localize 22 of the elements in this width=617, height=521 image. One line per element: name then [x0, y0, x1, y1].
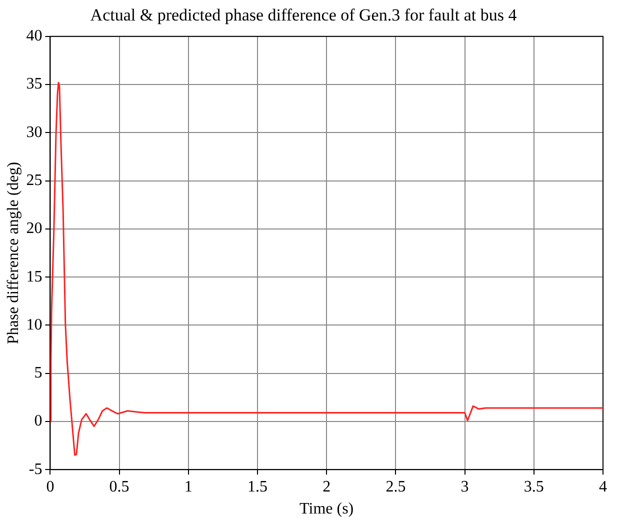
- x-tick-label: 3: [460, 478, 469, 496]
- y-tick-label: 35: [26, 76, 42, 93]
- x-tick-label: 1.5: [248, 478, 268, 496]
- x-tick-label: 2.5: [386, 478, 406, 496]
- chart-title: Actual & predicted phase difference of Gen.3 for fault at bus 4: [90, 6, 518, 25]
- x-tick-label: 3.5: [524, 478, 544, 496]
- x-tick-label: 1: [184, 478, 192, 496]
- x-tick-label: 2: [322, 478, 331, 496]
- x-tick-label: 0: [46, 478, 54, 496]
- y-tick-label: 15: [26, 268, 42, 286]
- y-tick-label: 25: [26, 172, 42, 190]
- y-tick-label: 20: [26, 220, 42, 238]
- y-tick-label: -5: [28, 460, 42, 478]
- x-tick-label: 0.5: [109, 478, 130, 496]
- y-tick-label: 5: [34, 364, 42, 382]
- x-tick-label: 4: [599, 478, 607, 496]
- y-tick-label: 40: [26, 28, 42, 45]
- x-axis-title: Time (s): [300, 500, 354, 518]
- y-tick-label: 0: [34, 412, 42, 430]
- y-tick-label: 10: [26, 316, 42, 334]
- y-axis-title: Phase difference angle (deg): [4, 162, 22, 344]
- y-tick-label: 30: [26, 124, 42, 141]
